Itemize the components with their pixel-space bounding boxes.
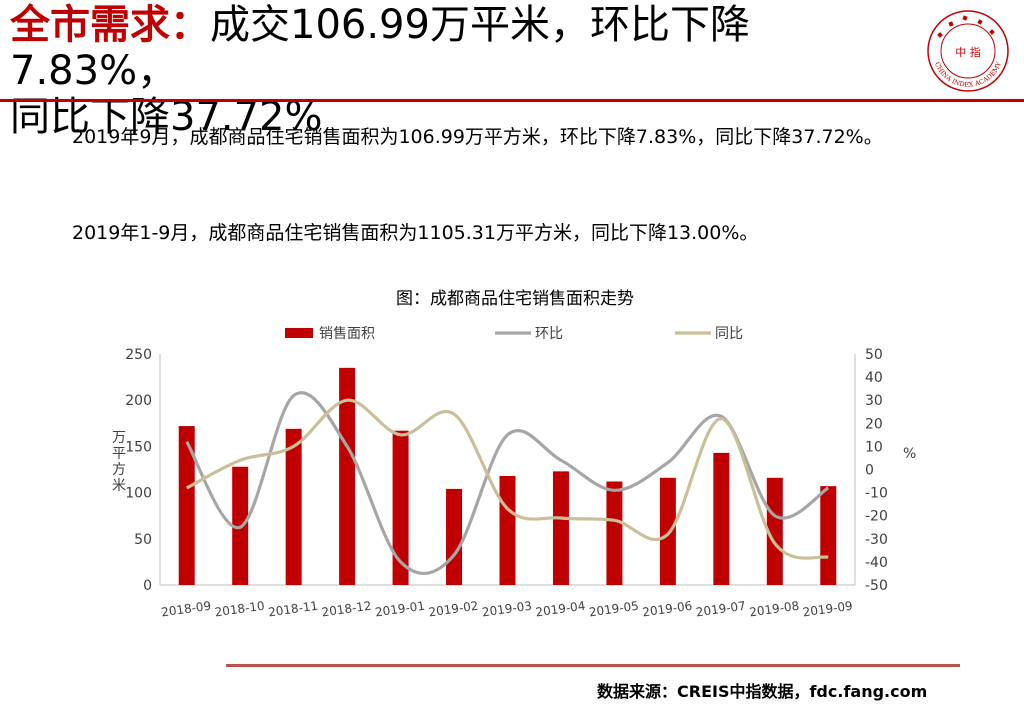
logo-ring-text: CHINA INDEX ACADEMY xyxy=(933,60,1003,89)
bar-2018-12 xyxy=(339,367,356,585)
legend-label: 环比 xyxy=(535,326,563,342)
bar-2019-05 xyxy=(606,481,623,585)
x-tick-label: 2019-02 xyxy=(428,599,480,620)
bar-2018-09 xyxy=(178,426,195,585)
y-right-tick-label: -30 xyxy=(865,532,888,548)
x-tick-label: 2018-09 xyxy=(160,599,212,620)
bar-2019-03 xyxy=(499,475,516,585)
bar-2019-04 xyxy=(552,471,569,585)
x-tick-label: 2019-09 xyxy=(802,599,854,620)
y-right-tick-label: 0 xyxy=(865,463,874,479)
line-series-yoy xyxy=(185,398,829,560)
title-line1: 成交106.99万平米，环比下降7.83%， xyxy=(10,2,750,94)
y-right-tick-label: 30 xyxy=(865,393,883,409)
sales-area-chart: 图：成都商品住宅销售面积走势050100150200250-50-40-30-2… xyxy=(112,289,916,620)
x-tick-label: 2019-08 xyxy=(748,599,800,620)
x-tick-label: 2019-01 xyxy=(374,599,426,620)
y-right-tick-label: -40 xyxy=(865,555,888,571)
paragraph-1: 2019年9月，成都商品住宅销售面积为106.99万平方米，环比下降7.83%，… xyxy=(72,126,883,148)
y-left-tick-label: 150 xyxy=(125,439,152,455)
y-right-tick-label: 50 xyxy=(865,347,883,363)
y-left-tick-label: 100 xyxy=(125,486,152,502)
chart-title: 图：成都商品住宅销售面积走势 xyxy=(396,289,634,309)
bar-2019-09 xyxy=(820,486,837,585)
bar-2018-11 xyxy=(285,428,302,585)
china-index-academy-logo: 中 指 CHINA INDEX ACADEMY xyxy=(927,10,1009,92)
title-highlight: 全市需求： xyxy=(10,2,210,48)
x-tick-label: 2018-11 xyxy=(267,599,319,620)
logo-center-text: 中 指 xyxy=(955,45,981,59)
y-right-tick-label: 20 xyxy=(865,416,883,432)
legend-label: 同比 xyxy=(715,326,743,342)
y-left-tick-label: 0 xyxy=(143,578,152,594)
bar-2019-06 xyxy=(659,477,676,585)
y-right-tick-label: -10 xyxy=(865,486,888,502)
x-tick-label: 2019-05 xyxy=(588,599,640,620)
legend-swatch-bar xyxy=(285,328,313,338)
line-series-mom xyxy=(185,391,830,576)
footer-divider xyxy=(226,664,960,667)
y-right-tick-label: 40 xyxy=(865,370,883,386)
x-tick-label: 2019-03 xyxy=(481,599,533,620)
bar-2019-07 xyxy=(713,452,730,585)
x-tick-label: 2018-12 xyxy=(321,599,373,620)
svg-text:CHINA INDEX ACADEMY: CHINA INDEX ACADEMY xyxy=(933,60,1003,89)
y-left-tick-label: 250 xyxy=(125,347,152,363)
y-right-tick-label: 10 xyxy=(865,439,883,455)
header-divider xyxy=(0,99,1024,102)
bar-2019-08 xyxy=(766,477,783,585)
legend-label: 销售面积 xyxy=(319,326,375,342)
data-source: 数据来源：CREIS中指数据，fdc.fang.com xyxy=(597,682,928,701)
y-axis-right-label: % xyxy=(903,446,916,462)
x-tick-label: 2019-06 xyxy=(642,599,694,620)
y-left-tick-label: 50 xyxy=(134,532,152,548)
x-tick-label: 2018-10 xyxy=(214,599,266,620)
y-right-tick-label: -50 xyxy=(865,578,888,594)
y-right-tick-label: -20 xyxy=(865,509,888,525)
y-axis-left-label: 万平方米 xyxy=(112,430,126,494)
paragraph-2: 2019年1-9月，成都商品住宅销售面积为1105.31万平方米，同比下降13.… xyxy=(72,222,759,244)
bar-2019-01 xyxy=(392,430,409,585)
bar-2019-02 xyxy=(446,488,463,585)
x-tick-label: 2019-07 xyxy=(695,599,747,620)
x-tick-label: 2019-04 xyxy=(535,599,587,620)
y-left-tick-label: 200 xyxy=(125,393,152,409)
